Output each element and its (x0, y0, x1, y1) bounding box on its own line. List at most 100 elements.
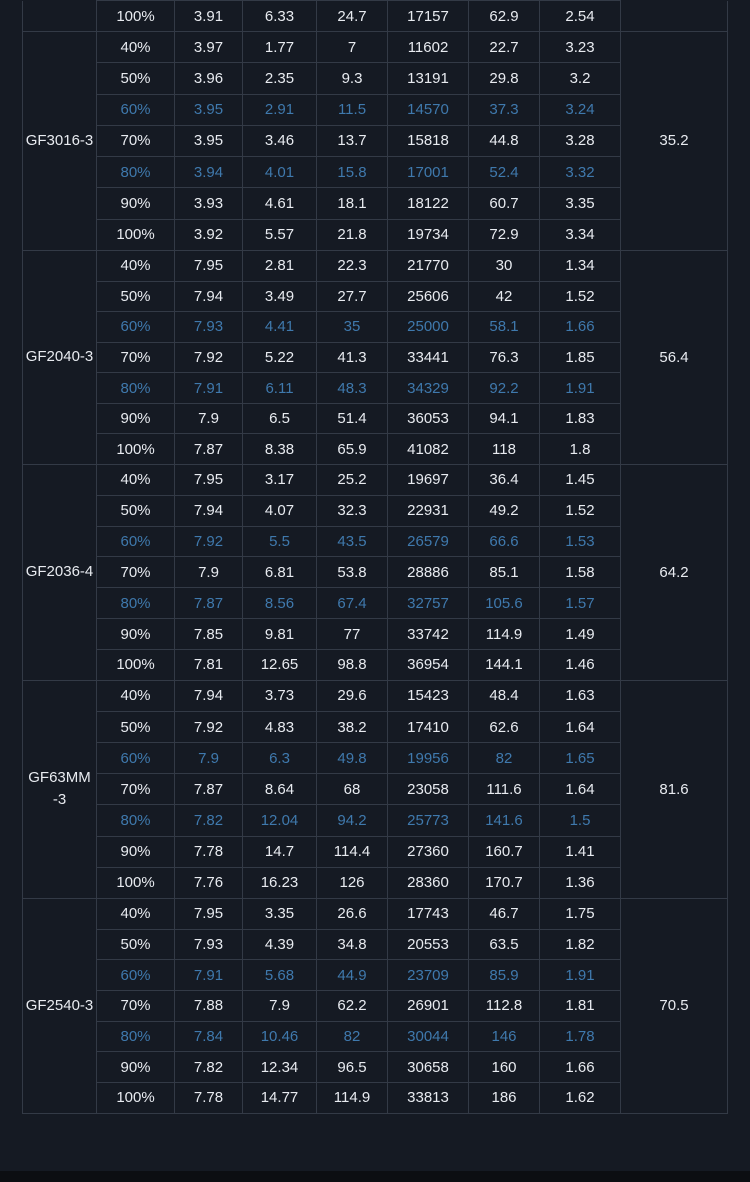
table-cell: 17743 (387, 897, 469, 930)
table-cell: 62.2 (316, 989, 388, 1022)
table-cell: 85.9 (468, 959, 540, 991)
table-cell: 100% (96, 1082, 175, 1114)
table-cell: 114.4 (316, 835, 388, 868)
table-cell: 49.8 (316, 742, 388, 775)
table-cell: 26901 (387, 989, 469, 1022)
table-cell: 27360 (387, 835, 469, 868)
group-summary-value: 56.4 (620, 249, 728, 465)
table-cell: 1.8 (539, 433, 621, 465)
table-cell: 60% (96, 93, 175, 126)
table-cell: 7.9 (174, 402, 243, 435)
table-cell: 7.92 (174, 710, 243, 744)
table-cell: 36053 (387, 402, 469, 435)
table-cell: 80% (96, 587, 175, 620)
table-cell: 105.6 (468, 587, 540, 620)
table-cell: 3.17 (242, 463, 317, 496)
table-row: 70% 7.92 5.22 41.3 33441 76.3 1.85 (23, 341, 728, 374)
table-cell: 17001 (387, 156, 469, 189)
table-cell: 100% (96, 648, 175, 681)
table-cell: 90% (96, 187, 175, 220)
table-cell: 17410 (387, 710, 469, 744)
table-cell: 1.63 (539, 679, 621, 712)
table-cell: 33441 (387, 341, 469, 374)
table-cell: 3.49 (242, 280, 317, 313)
table-cell: 94.1 (468, 402, 540, 435)
table-cell: 5.22 (242, 341, 317, 374)
table-cell: 80% (96, 372, 175, 404)
table-cell: 7.87 (174, 773, 243, 806)
table-row: 60% 7.9 6.3 49.8 19956 82 1.65 (23, 742, 728, 775)
table-cell: 10.46 (242, 1020, 317, 1053)
table-cell: 28360 (387, 866, 469, 899)
table-cell: 1.82 (539, 928, 621, 961)
table-cell: 48.3 (316, 372, 388, 404)
table-cell: 7.9 (174, 742, 243, 775)
table-cell: 7.82 (174, 804, 243, 837)
table-cell: 7.93 (174, 928, 243, 961)
table-cell: 3.73 (242, 679, 317, 712)
table-cell: 3.32 (539, 156, 621, 189)
group-summary-value: 64.2 (620, 463, 728, 681)
table-cell: 1.66 (539, 311, 621, 343)
performance-table: 100% 3.91 6.33 24.7 17157 62.9 2.54 GF3016-3 40%… (22, 0, 728, 1114)
table-cell: 62.6 (468, 710, 540, 744)
table-cell: 7.95 (174, 249, 243, 282)
table-cell: 2.35 (242, 62, 317, 95)
table-cell: 40% (96, 463, 175, 496)
table-cell: 13.7 (316, 124, 388, 158)
table-cell: 82 (316, 1020, 388, 1053)
table-cell: 41082 (387, 433, 469, 465)
model-cell-continued (22, 0, 97, 32)
table-cell: 72.9 (468, 218, 540, 251)
table-cell: 30044 (387, 1020, 469, 1053)
table-row: 50% 7.92 4.83 38.2 17410 62.6 1.64 (23, 710, 728, 744)
table-cell: 1.53 (539, 525, 621, 558)
table-cell: 17157 (387, 0, 469, 32)
table-cell: 2.81 (242, 249, 317, 282)
table-cell: 40% (96, 249, 175, 282)
table-cell: 3.34 (539, 218, 621, 251)
table-cell: 22.7 (468, 30, 540, 64)
table-cell: 7.94 (174, 679, 243, 712)
table-cell: 70% (96, 773, 175, 806)
table-cell: 90% (96, 835, 175, 868)
table-cell: 18.1 (316, 187, 388, 220)
table-row: 90% 7.9 6.5 51.4 36053 94.1 1.83 (23, 402, 728, 435)
table-row: GF3016-3 40% 3.97 1.77 7 11602 22.7 3.23 35.2 (22, 30, 728, 251)
table-cell: 7.95 (174, 897, 243, 930)
table-row: GF63MM -3 40% 7.94 3.73 29.6 15423 48.4 1.63 81.… (22, 679, 728, 899)
table-cell: 50% (96, 280, 175, 313)
table-cell: 63.5 (468, 928, 540, 961)
table-cell: 6.81 (242, 556, 317, 589)
table-cell: 1.62 (539, 1082, 621, 1114)
table-cell: 1.49 (539, 618, 621, 650)
table-cell: 44.8 (468, 124, 540, 158)
table-cell: 14570 (387, 93, 469, 126)
table-cell: 6.5 (242, 402, 317, 435)
table-cell: 146 (468, 1020, 540, 1053)
table-row: 80% 3.94 4.01 15.8 17001 52.4 3.32 (23, 156, 728, 189)
table-cell: 4.01 (242, 156, 317, 189)
table-cell: 37.3 (468, 93, 540, 126)
table-cell: 68 (316, 773, 388, 806)
table-cell: 118 (468, 433, 540, 465)
table-row: 80% 7.84 10.46 82 30044 146 1.78 (23, 1020, 728, 1053)
table-cell: 11.5 (316, 93, 388, 126)
table-cell: 82 (468, 742, 540, 775)
table-cell: 40% (96, 897, 175, 930)
table-cell: 23058 (387, 773, 469, 806)
table-cell: 96.5 (316, 1051, 388, 1084)
table-cell: 8.38 (242, 433, 317, 465)
table-row: 100% 7.81 12.65 98.8 36954 144.1 1.46 (23, 648, 728, 681)
table-body: 100% 3.91 6.33 24.7 17157 62.9 2.54 GF3016-3 40%… (22, 0, 728, 1114)
table-cell: 80% (96, 804, 175, 837)
bottom-bar (0, 1171, 750, 1182)
table-cell: 1.91 (539, 959, 621, 991)
table-cell: 50% (96, 494, 175, 527)
table-cell: 62.9 (468, 0, 540, 32)
table-cell: 11602 (387, 30, 469, 64)
table-cell: 100% (96, 866, 175, 899)
table-cell: 41.3 (316, 341, 388, 374)
table-row: 100% 3.91 6.33 24.7 17157 62.9 2.54 (22, 0, 728, 32)
table-cell: 7.94 (174, 494, 243, 527)
